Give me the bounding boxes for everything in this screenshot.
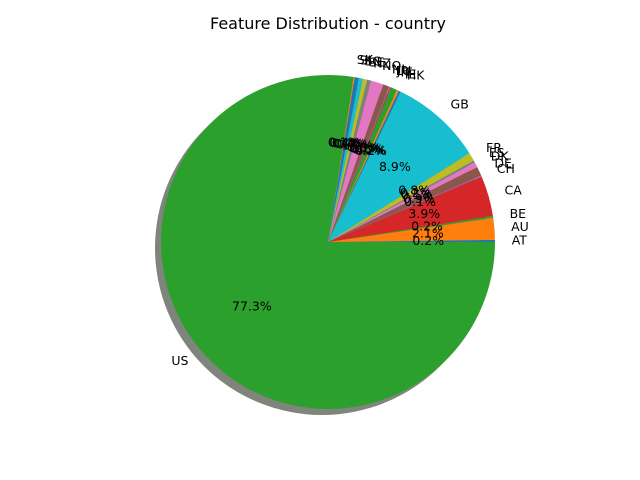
percent-label-ca: 3.9% (408, 206, 440, 221)
slice-label-fr: FR (486, 140, 502, 155)
percent-label-nz: 0.4% (337, 136, 369, 151)
slice-label-gb: GB (451, 97, 469, 112)
pie-slice-jp (328, 86, 392, 242)
slice-label-no: NO (382, 58, 401, 73)
pie-slice-ie (328, 89, 399, 242)
pie-slice-dk (328, 162, 478, 242)
slice-label-ie: IE (405, 67, 417, 82)
slice-label-ch: CH (497, 161, 515, 176)
slice-label-be: BE (510, 206, 527, 221)
slice-label-ca: CA (505, 183, 523, 198)
pie-slice-ca (328, 176, 493, 242)
percent-label-dk: 0.5% (401, 187, 433, 202)
pie-slice-sg (328, 77, 363, 242)
percent-label-ch: 0.1% (404, 194, 436, 209)
percent-labels: 0.2%2.1%0.2%3.9%0.1%0.9%0.5%0.2%0.8%8.9%… (232, 135, 444, 314)
percent-label-ie: 0.2% (354, 142, 386, 157)
percent-label-at: 0.2% (412, 233, 444, 248)
slice-label-au: AU (511, 219, 529, 234)
percent-label-us: 77.3% (232, 299, 272, 314)
pie-slice-au (328, 217, 495, 242)
pie-slices (161, 75, 496, 409)
percent-label-lu: 0.1% (349, 140, 381, 155)
percent-label-it: 0.6% (352, 141, 384, 156)
slice-label-us: US (171, 353, 188, 368)
percent-label-no: 1.2% (342, 138, 374, 153)
slice-label-hk: HK (407, 68, 425, 83)
pie-slice-nz (328, 79, 372, 242)
percent-label-de: 0.9% (403, 191, 435, 206)
slice-label-nz: NZ (373, 55, 391, 70)
percent-label-se: 0.4% (334, 136, 366, 151)
slice-label-jp: JP (396, 63, 409, 78)
pie-slice-lu (328, 86, 391, 243)
pie-slice-sk (328, 76, 355, 242)
percent-label-es: 0.2% (400, 185, 432, 200)
slice-label-se: SE (369, 54, 385, 69)
pie-slice-hk (328, 90, 401, 242)
pie-slice-de (328, 166, 482, 242)
slice-label-dk: DK (491, 148, 510, 163)
percent-label-fr: 0.8% (398, 182, 430, 197)
slice-label-at: AT (512, 232, 528, 247)
pie-slice-at (328, 239, 495, 242)
percent-label-hk: 0.2% (355, 143, 387, 158)
slice-label-lu: LU (396, 63, 412, 78)
pie-slice-fr (328, 153, 474, 242)
pie-slice-es (328, 160, 475, 242)
pie-slice-it (328, 87, 397, 243)
slice-label-si: SI (360, 53, 372, 68)
slice-label-nl: NL (392, 61, 408, 76)
slice-label-de: DE (494, 156, 512, 171)
slice-label-sg: SG (364, 53, 382, 68)
pie-slice-us (161, 75, 496, 409)
slice-label-it: IT (401, 65, 413, 80)
slice-label-es: ES (489, 145, 505, 160)
pie-slice-ch (328, 175, 482, 242)
percent-label-nl: 0.6% (347, 140, 379, 155)
pie-slice-be (328, 215, 494, 242)
percent-label-jp: 0.1% (350, 141, 382, 156)
percent-label-sk: 0.1% (328, 135, 360, 150)
percent-label-gb: 8.9% (379, 159, 411, 174)
percent-label-si: 0.4% (329, 135, 361, 150)
slice-label-sk: SK (357, 52, 374, 67)
percent-label-au: 2.1% (412, 226, 444, 241)
pie-slice-no (328, 80, 384, 243)
pie-slice-gb (328, 91, 470, 242)
chart-title: Feature Distribution - country (210, 14, 446, 33)
percent-label-be: 0.2% (411, 218, 443, 233)
pie-slice-se (328, 78, 368, 242)
pie-slice-si (328, 77, 359, 243)
percent-label-sg: 0.4% (332, 135, 364, 150)
pie-slice-nl (328, 84, 390, 243)
